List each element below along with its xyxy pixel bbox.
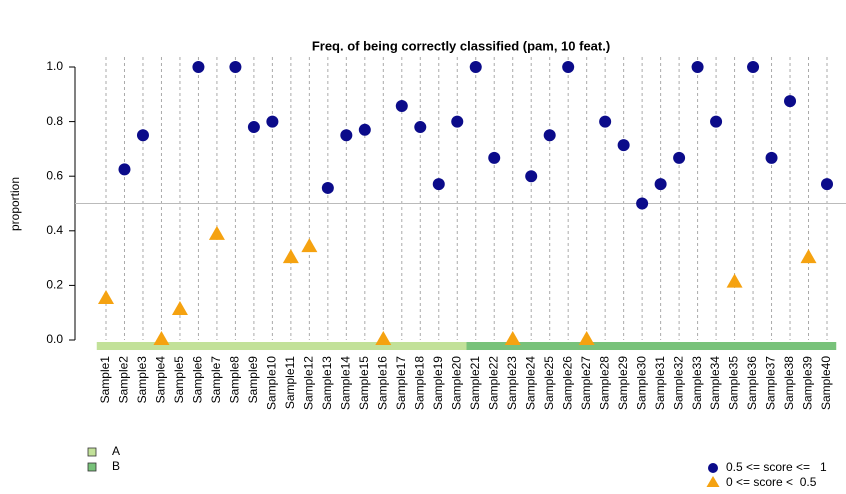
point <box>469 61 482 73</box>
legend-label: 0.5 <= score <= 1 <box>726 460 827 474</box>
x-tick-label: Sample40 <box>819 356 833 410</box>
y-axis-label: proportion <box>8 177 22 231</box>
x-tick-label: Sample35 <box>727 356 741 410</box>
point <box>578 331 595 345</box>
x-tick-label: Sample11 <box>283 356 297 409</box>
x-tick-label: Sample31 <box>653 356 667 410</box>
chart-title: Freq. of being correctly classified (pam… <box>312 38 610 53</box>
point <box>504 331 521 345</box>
x-tick-label: Sample33 <box>690 356 704 410</box>
y-tick-label: 0.8 <box>46 114 63 128</box>
y-tick-label: 1.0 <box>46 59 63 73</box>
group-bar <box>96 342 467 350</box>
point <box>543 129 556 142</box>
point <box>691 61 704 73</box>
legend-marker <box>708 463 718 473</box>
point <box>247 121 260 134</box>
x-tick-label: Sample5 <box>172 356 186 404</box>
x-tick-label: Sample8 <box>228 356 242 404</box>
x-tick-label: Sample23 <box>505 356 519 410</box>
x-tick-label: Sample2 <box>117 356 131 404</box>
point <box>192 61 205 73</box>
x-tick-label: Sample15 <box>357 356 371 410</box>
x-tick-label: Sample37 <box>764 356 778 410</box>
x-tick-label: Sample1 <box>98 356 112 404</box>
point <box>414 121 427 134</box>
point <box>153 331 170 345</box>
point <box>784 95 797 108</box>
x-tick-label: Sample7 <box>209 356 223 404</box>
x-tick-label: Sample10 <box>265 356 279 410</box>
x-tick-label: Sample14 <box>339 356 353 410</box>
x-tick-label: Sample12 <box>302 356 316 410</box>
legend-label: B <box>112 459 120 473</box>
point <box>340 129 353 142</box>
x-tick-label: Sample19 <box>431 356 445 410</box>
point <box>617 139 630 152</box>
group-bar <box>466 342 837 350</box>
y-tick-label: 0.0 <box>46 332 63 346</box>
y-tick-label: 0.2 <box>46 278 63 292</box>
y-tick-label: 0.6 <box>46 168 63 182</box>
point <box>562 61 575 73</box>
point <box>395 100 408 113</box>
point <box>765 151 778 164</box>
x-tick-label: Sample30 <box>634 356 648 410</box>
point <box>375 331 392 345</box>
point <box>525 170 538 183</box>
x-tick-label: Sample21 <box>468 356 482 410</box>
point <box>451 115 464 128</box>
x-tick-label: Sample9 <box>246 356 260 404</box>
legend-swatch <box>87 447 97 457</box>
point <box>136 129 149 142</box>
point <box>118 163 131 176</box>
point <box>229 61 242 73</box>
point <box>321 181 334 194</box>
point <box>98 290 114 305</box>
legend-marker <box>706 476 720 487</box>
point <box>747 61 760 73</box>
point <box>710 115 723 128</box>
x-tick-label: Sample24 <box>523 356 537 410</box>
x-tick-label: Sample34 <box>708 356 722 410</box>
x-tick-label: Sample20 <box>449 356 463 410</box>
x-tick-label: Sample28 <box>597 356 611 410</box>
point <box>208 225 225 240</box>
x-tick-label: Sample18 <box>412 356 426 410</box>
point <box>800 249 817 264</box>
x-tick-label: Sample4 <box>154 356 168 404</box>
x-tick-label: Sample39 <box>801 356 815 410</box>
x-tick-label: Sample29 <box>616 356 630 410</box>
point <box>488 151 501 164</box>
point <box>358 123 371 136</box>
x-tick-label: Sample3 <box>135 356 149 404</box>
point <box>654 178 667 191</box>
legend-label: A <box>112 444 120 458</box>
x-tick-label: Sample26 <box>560 356 574 410</box>
point <box>432 178 445 191</box>
legend-swatch <box>87 462 97 472</box>
point <box>301 238 318 253</box>
point <box>266 115 279 128</box>
x-tick-label: Sample6 <box>191 356 205 404</box>
legend-label: 0 <= score < 0.5 <box>726 475 817 489</box>
point <box>726 273 743 288</box>
point <box>282 249 299 264</box>
point <box>673 151 686 164</box>
point <box>821 178 833 191</box>
x-tick-label: Sample27 <box>579 356 593 410</box>
x-tick-label: Sample16 <box>375 356 389 410</box>
point <box>599 115 612 128</box>
y-tick-label: 0.4 <box>46 223 63 237</box>
x-tick-label: Sample38 <box>782 356 796 410</box>
x-tick-label: Sample25 <box>542 356 556 410</box>
x-tick-label: Sample17 <box>394 356 408 410</box>
x-tick-label: Sample22 <box>486 356 500 410</box>
x-tick-label: Sample36 <box>745 356 759 410</box>
point <box>636 197 649 210</box>
x-tick-label: Sample13 <box>320 356 334 410</box>
x-tick-label: Sample32 <box>671 356 685 410</box>
point <box>171 300 188 315</box>
